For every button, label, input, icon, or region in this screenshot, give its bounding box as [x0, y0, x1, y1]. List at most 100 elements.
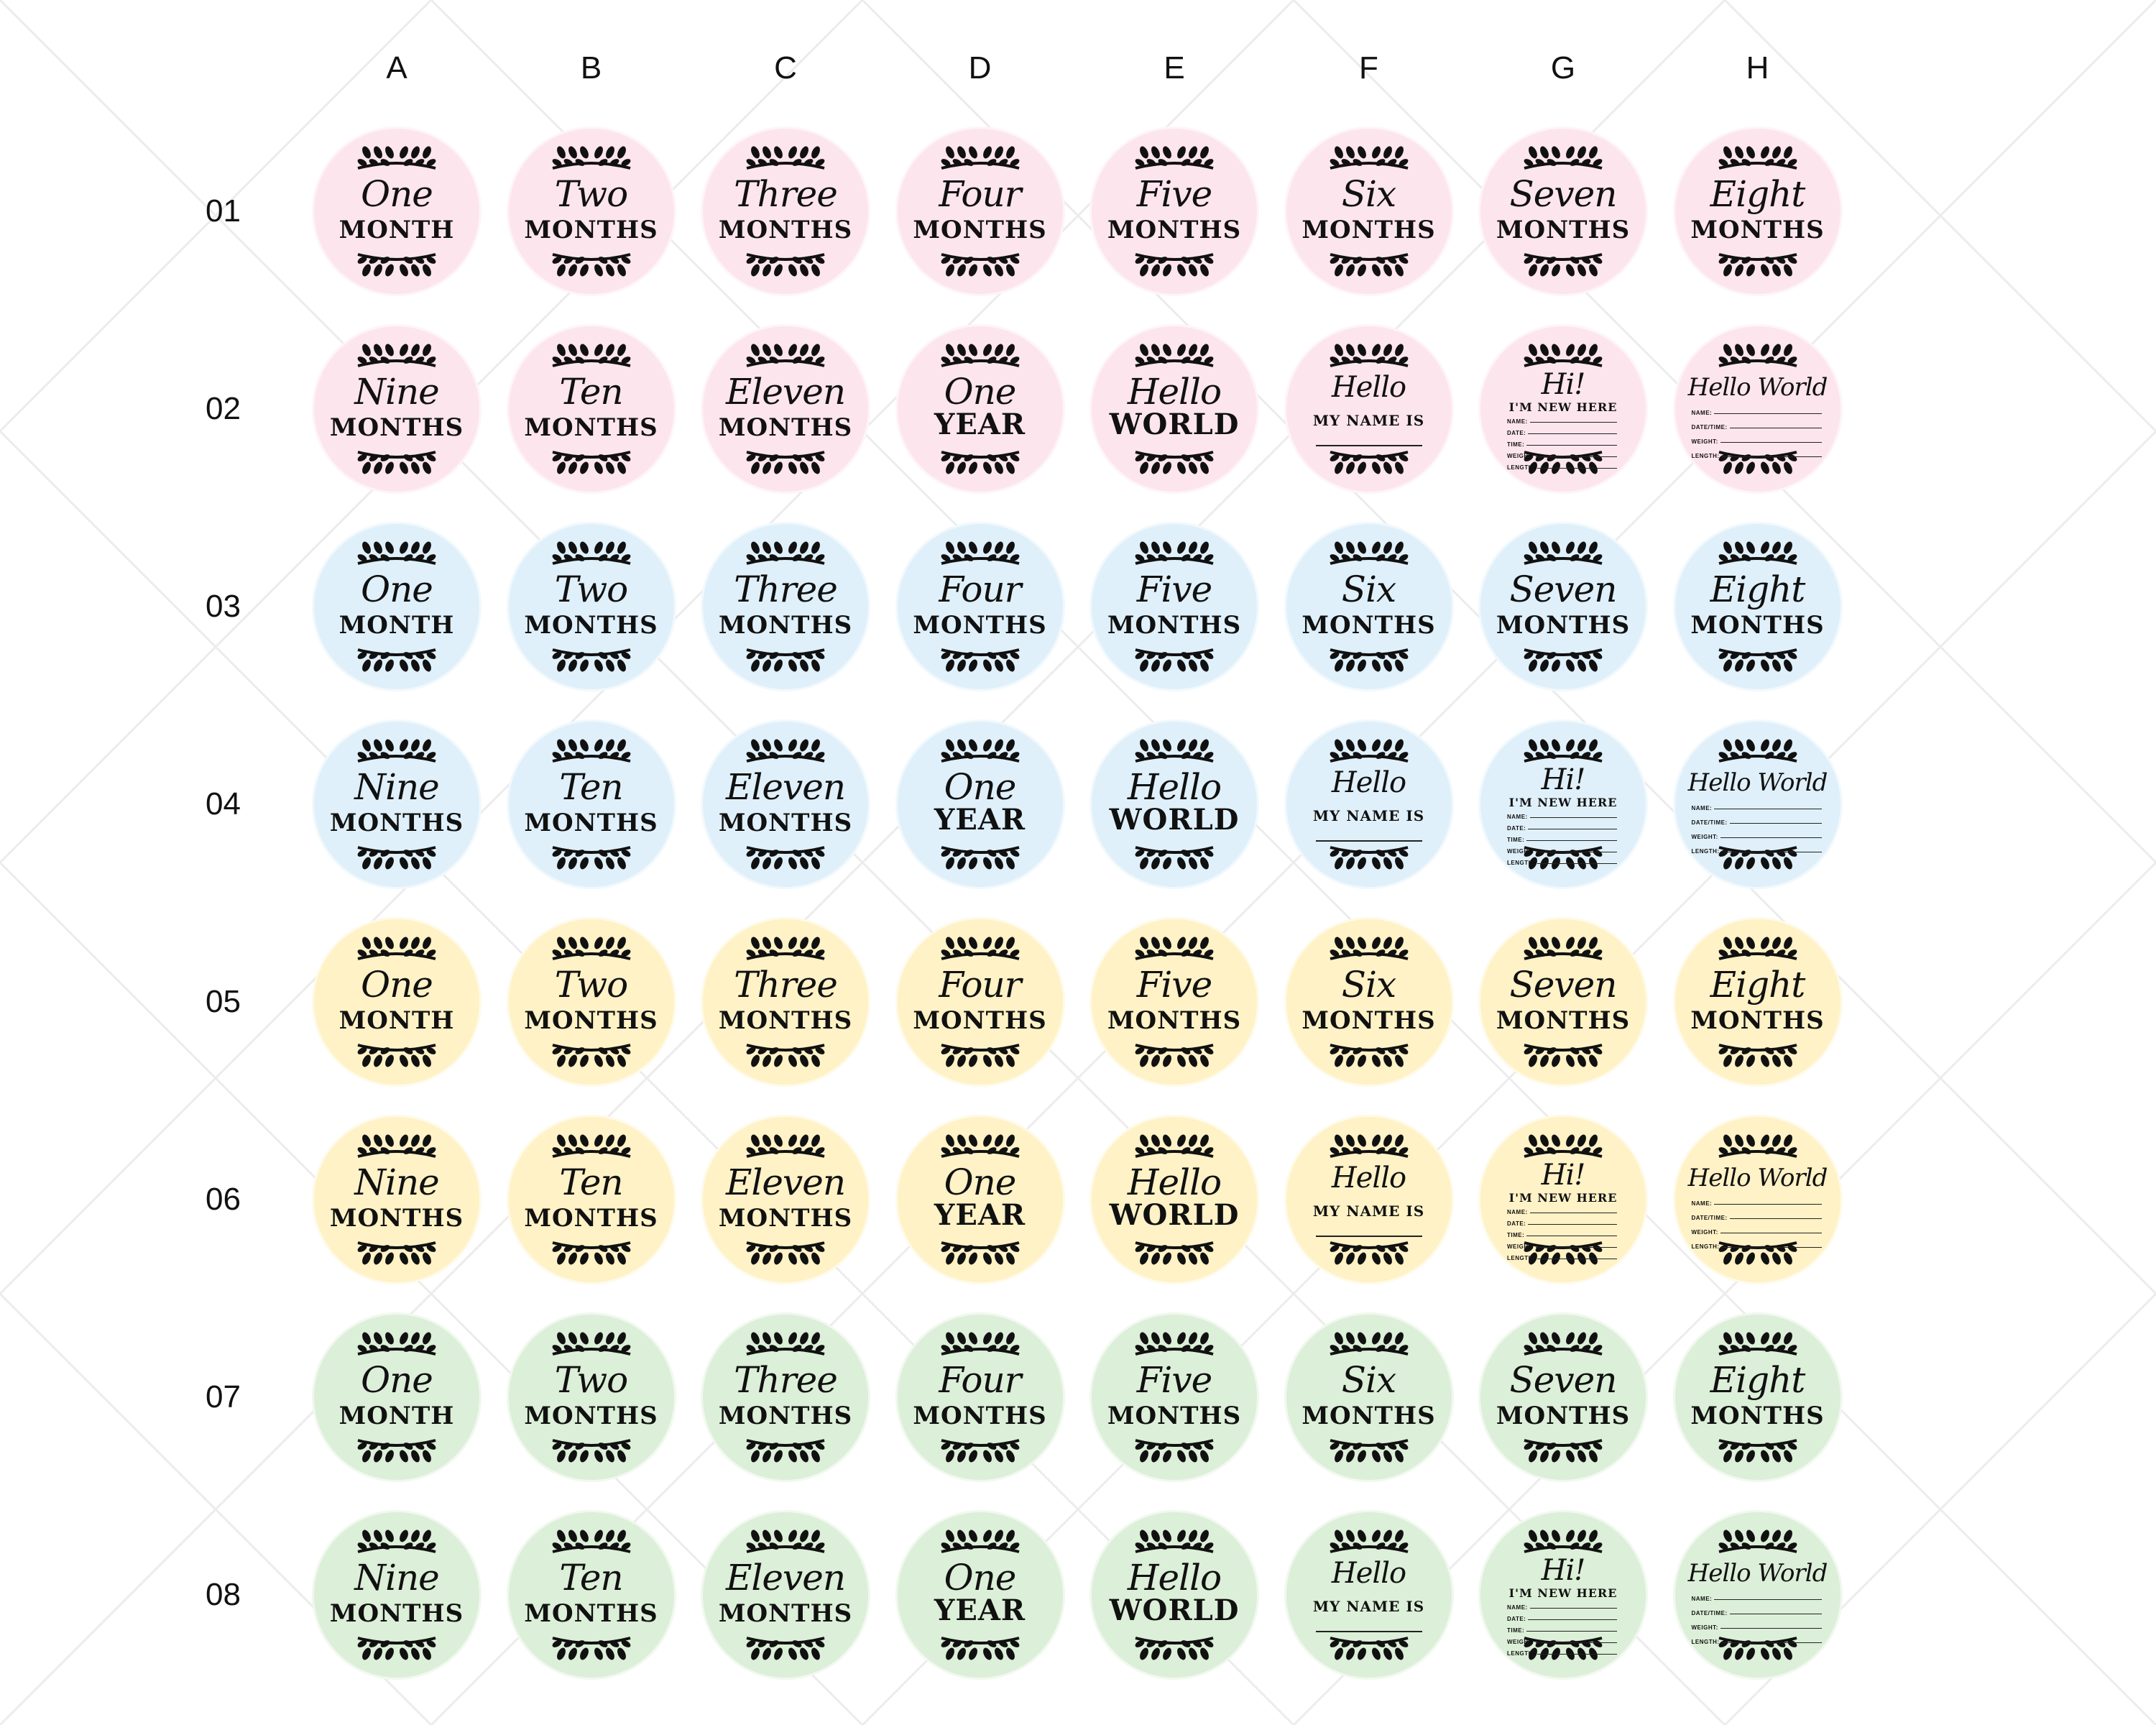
badge-caps-text: MONTHS	[1302, 1402, 1436, 1430]
column-label-e: E	[1164, 50, 1185, 86]
badge-03-a: One MONTH	[312, 522, 482, 691]
badge-05-b: Two MONTHS	[506, 917, 676, 1087]
form-field-line	[1528, 433, 1617, 434]
badge-caps-text: I'M NEW HERE	[1508, 1586, 1618, 1600]
form-field-label: NAME:	[1507, 1604, 1528, 1611]
laurel-bottom-icon	[357, 1637, 436, 1660]
row-label-01: 01	[206, 193, 241, 229]
badge-caps-text: MONTHS	[718, 1402, 853, 1430]
laurel-top-icon	[1135, 1530, 1214, 1553]
badge-script-text: Five	[1136, 569, 1213, 610]
badge-01-d: Four MONTHS	[895, 126, 1065, 296]
name-write-line	[1315, 840, 1422, 842]
column-label-d: D	[968, 50, 992, 86]
badge-06-f: Hello MY NAME IS	[1284, 1115, 1454, 1284]
badge-script-text: Four	[939, 1359, 1021, 1401]
badge-caps-text: WORLD	[1109, 1593, 1240, 1627]
laurel-top-icon	[1135, 1134, 1214, 1158]
badge-caps-text: MONTHS	[524, 809, 658, 837]
form-field-line	[1537, 863, 1617, 864]
laurel-top-icon	[746, 541, 825, 565]
row-label-07: 07	[206, 1379, 241, 1414]
laurel-top-icon	[940, 1530, 1020, 1553]
badge-08-b: Ten MONTHS	[506, 1510, 676, 1680]
laurel-bottom-icon	[1135, 1439, 1214, 1463]
form-field-label: NAME:	[1507, 1209, 1528, 1215]
form-field-label: TIME:	[1507, 1627, 1525, 1634]
badge-script-text: Eight	[1710, 569, 1806, 610]
laurel-bottom-icon	[1524, 1439, 1603, 1463]
form-field-line	[1529, 1608, 1617, 1609]
laurel-bottom-icon	[1718, 1439, 1797, 1463]
laurel-bottom-icon	[1524, 648, 1603, 672]
laurel-bottom-icon	[1329, 1637, 1409, 1660]
badge-caps-text: MONTHS	[718, 1006, 853, 1035]
badge-02-b: Ten MONTHS	[506, 324, 676, 494]
badge-07-c: Three MONTHS	[701, 1312, 870, 1482]
form-field: NAME:	[1507, 1204, 1619, 1215]
badge-caps-text: MONTHS	[1496, 1006, 1631, 1035]
laurel-top-icon	[1718, 1530, 1797, 1553]
column-label-h: H	[1746, 50, 1769, 86]
badge-04-b: Ten MONTHS	[506, 719, 676, 889]
form-field-line	[1720, 442, 1822, 443]
form-field-label: DATE/TIME:	[1691, 1610, 1728, 1616]
form-field: WEIGHT:	[1692, 1221, 1824, 1236]
badge-script-text: One	[361, 1359, 433, 1401]
form-field: DATE/TIME:	[1692, 1602, 1824, 1616]
badge-caps-text: MONTHS	[1302, 611, 1436, 640]
badge-caps-text: MONTH	[338, 216, 455, 244]
badge-03-d: Four MONTHS	[895, 522, 1065, 691]
badge-05-f: Six MONTHS	[1284, 917, 1454, 1087]
badge-caps-text: WORLD	[1109, 408, 1240, 441]
form-field: LENGTH:	[1692, 1236, 1824, 1250]
badge-script-text: Six	[1341, 1359, 1396, 1401]
form-field-label: NAME:	[1507, 418, 1528, 425]
laurel-bottom-icon	[551, 846, 631, 870]
badge-caps-text: MONTHS	[1690, 1006, 1825, 1035]
laurel-top-icon	[551, 1134, 631, 1158]
badge-caps-text: MONTHS	[1496, 1402, 1631, 1430]
form-field-line	[1714, 1599, 1822, 1600]
laurel-top-icon	[357, 1332, 436, 1356]
badge-script-text: Ten	[559, 371, 623, 413]
badge-caps-text: MONTHS	[1302, 216, 1436, 244]
laurel-bottom-icon	[1135, 1241, 1214, 1265]
badge-07-d: Four MONTHS	[895, 1312, 1065, 1482]
badge-script-text: Six	[1341, 173, 1396, 215]
laurel-bottom-icon	[1329, 253, 1409, 277]
birth-details-form: NAME: DATE: TIME: WEIGHT: LENGTH:	[1507, 1204, 1619, 1261]
form-field-label: LENGTH:	[1507, 1255, 1536, 1261]
birth-details-form: NAME: DATE/TIME: WEIGHT: LENGTH:	[1692, 1588, 1824, 1645]
laurel-bottom-icon	[357, 1044, 436, 1067]
form-field: WEIGHT:	[1692, 826, 1824, 840]
badge-script-text: Eight	[1710, 173, 1806, 215]
form-field-label: NAME:	[1691, 805, 1713, 811]
badge-caps-text: MONTH	[338, 1006, 455, 1035]
badge-script-text: Five	[1136, 1359, 1213, 1401]
badge-script-text: Hello	[1127, 1162, 1222, 1203]
form-field-label: TIME:	[1507, 837, 1525, 843]
badge-caps-text: MONTHS	[718, 1599, 853, 1628]
laurel-bottom-icon	[746, 1439, 825, 1463]
form-field: LENGTH:	[1692, 445, 1824, 459]
row-label-02: 02	[206, 391, 241, 426]
form-field: TIME:	[1507, 436, 1619, 448]
laurel-top-icon	[746, 1332, 825, 1356]
badge-caps-text: MONTHS	[913, 216, 1047, 244]
form-field-label: DATE:	[1507, 825, 1526, 832]
laurel-bottom-icon	[940, 846, 1020, 870]
badge-script-text: Eleven	[725, 371, 846, 413]
badge-05-a: One MONTH	[312, 917, 482, 1087]
laurel-top-icon	[1718, 146, 1797, 170]
badge-03-h: Eight MONTHS	[1672, 522, 1843, 691]
laurel-bottom-icon	[1329, 1241, 1409, 1265]
laurel-top-icon	[746, 344, 825, 367]
badge-script-text: Eight	[1710, 1359, 1806, 1401]
badge-08-g: Hi! I'M NEW HERE NAME: DATE: TIME: WEIGHT: LEN…	[1478, 1510, 1648, 1680]
badge-caps-text: YEAR	[934, 1593, 1026, 1627]
form-field-label: NAME:	[1691, 1596, 1713, 1602]
form-field-label: LENGTH:	[1691, 848, 1720, 855]
form-field-label: WEIGHT:	[1691, 438, 1718, 445]
badge-caps-text: MONTHS	[1690, 611, 1825, 640]
